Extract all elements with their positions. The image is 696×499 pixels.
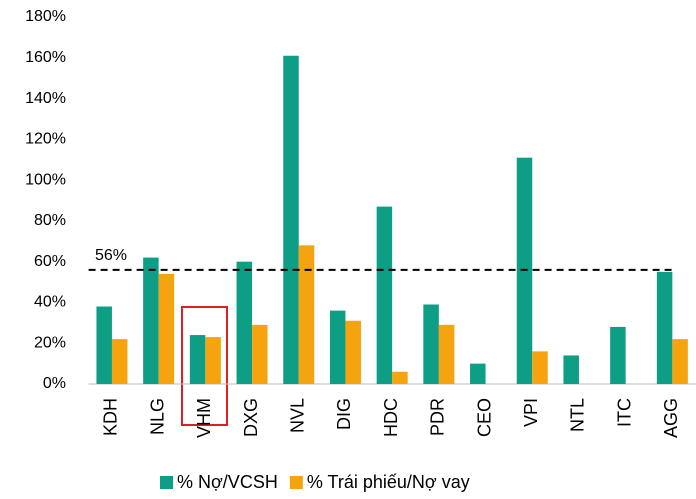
x-tick-label: NVL — [288, 398, 308, 433]
y-tick-label: 40% — [34, 294, 66, 311]
x-tick-label: DXG — [241, 398, 261, 437]
x-tick-label: VHM — [194, 398, 214, 438]
x-tick-label: NLG — [147, 398, 167, 435]
x-tick-label: KDH — [101, 398, 121, 436]
bar — [96, 306, 112, 384]
x-tick-label: NTL — [568, 398, 588, 432]
x-tick-label: HDC — [381, 398, 401, 437]
x-tick-label: PDR — [428, 398, 448, 436]
y-tick-label: 80% — [34, 212, 66, 229]
bar — [656, 271, 673, 384]
highlight-box — [181, 306, 228, 426]
bar — [158, 273, 175, 384]
x-tick-label: AGG — [661, 398, 681, 438]
x-tick-label: DIG — [334, 398, 354, 430]
y-tick-label: 160% — [25, 49, 66, 66]
y-tick-label: 180% — [25, 8, 66, 25]
bar — [205, 337, 221, 384]
bar — [283, 55, 299, 384]
bar — [610, 326, 626, 384]
y-tick-label: 140% — [25, 90, 66, 107]
bar — [252, 324, 268, 384]
bar — [189, 335, 206, 384]
bar — [532, 351, 548, 384]
bar — [143, 257, 159, 384]
bar — [470, 363, 486, 384]
legend-swatch — [289, 476, 303, 489]
legend-label: % Nợ/VCSH — [177, 472, 278, 492]
bar — [329, 310, 346, 384]
bar — [345, 320, 361, 384]
bar — [392, 371, 408, 384]
reference-label: 56% — [95, 247, 127, 264]
y-tick-label: 100% — [25, 171, 66, 188]
bar — [236, 261, 253, 384]
x-tick-label: ITC — [614, 398, 634, 427]
bar — [563, 355, 579, 384]
legend-swatch — [160, 476, 173, 489]
bar — [376, 206, 393, 384]
bar — [298, 245, 315, 384]
y-tick-label: 0% — [43, 375, 66, 392]
bar — [438, 324, 455, 384]
bar — [111, 339, 128, 384]
bar — [423, 304, 439, 384]
y-tick-label: 60% — [34, 253, 66, 270]
x-tick-label: VPI — [521, 398, 541, 427]
legend-label: % Trái phiếu/Nợ vay — [307, 472, 470, 492]
y-tick-label: 120% — [25, 131, 66, 148]
bar — [516, 157, 533, 384]
bar — [672, 339, 688, 384]
y-tick-label: 20% — [34, 334, 66, 351]
x-tick-label: CEO — [474, 398, 494, 437]
